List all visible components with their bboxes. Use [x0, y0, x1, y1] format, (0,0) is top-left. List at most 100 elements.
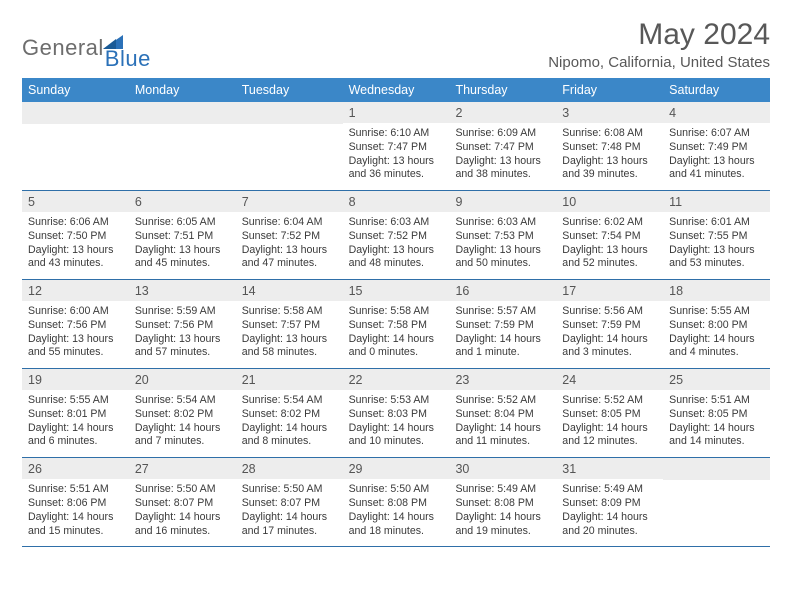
- day-cell: [236, 102, 343, 190]
- day-number: 11: [663, 191, 770, 212]
- day-number: 30: [449, 458, 556, 479]
- day-number: 2: [449, 102, 556, 123]
- day-number: 17: [556, 280, 663, 301]
- day-number: 24: [556, 369, 663, 390]
- day-cell: 28Sunrise: 5:50 AMSunset: 8:07 PMDayligh…: [236, 458, 343, 546]
- day-number: 9: [449, 191, 556, 212]
- day-number: 12: [22, 280, 129, 301]
- day-number: 15: [343, 280, 450, 301]
- day-body: Sunrise: 5:58 AMSunset: 7:57 PMDaylight:…: [236, 301, 343, 368]
- day-cell: 11Sunrise: 6:01 AMSunset: 7:55 PMDayligh…: [663, 191, 770, 279]
- day-body: Sunrise: 6:00 AMSunset: 7:56 PMDaylight:…: [22, 301, 129, 368]
- day-body: Sunrise: 5:53 AMSunset: 8:03 PMDaylight:…: [343, 390, 450, 457]
- weekday-header: Monday: [129, 78, 236, 102]
- day-body: Sunrise: 5:50 AMSunset: 8:07 PMDaylight:…: [236, 479, 343, 546]
- day-body: Sunrise: 5:56 AMSunset: 7:59 PMDaylight:…: [556, 301, 663, 368]
- month-title: May 2024: [548, 18, 770, 52]
- day-number: 1: [343, 102, 450, 123]
- day-body: Sunrise: 6:06 AMSunset: 7:50 PMDaylight:…: [22, 212, 129, 279]
- day-body: Sunrise: 6:10 AMSunset: 7:47 PMDaylight:…: [343, 123, 450, 190]
- day-cell: 9Sunrise: 6:03 AMSunset: 7:53 PMDaylight…: [449, 191, 556, 279]
- day-cell: 23Sunrise: 5:52 AMSunset: 8:04 PMDayligh…: [449, 369, 556, 457]
- day-body: Sunrise: 6:07 AMSunset: 7:49 PMDaylight:…: [663, 123, 770, 190]
- week-row: 26Sunrise: 5:51 AMSunset: 8:06 PMDayligh…: [22, 458, 770, 547]
- day-number: 16: [449, 280, 556, 301]
- day-cell: 25Sunrise: 5:51 AMSunset: 8:05 PMDayligh…: [663, 369, 770, 457]
- day-body: Sunrise: 5:55 AMSunset: 8:01 PMDaylight:…: [22, 390, 129, 457]
- day-body: Sunrise: 5:57 AMSunset: 7:59 PMDaylight:…: [449, 301, 556, 368]
- day-cell: 2Sunrise: 6:09 AMSunset: 7:47 PMDaylight…: [449, 102, 556, 190]
- day-body: Sunrise: 5:50 AMSunset: 8:08 PMDaylight:…: [343, 479, 450, 546]
- day-body: Sunrise: 5:54 AMSunset: 8:02 PMDaylight:…: [129, 390, 236, 457]
- weekday-header: Thursday: [449, 78, 556, 102]
- day-number: [236, 102, 343, 124]
- day-body: Sunrise: 5:51 AMSunset: 8:06 PMDaylight:…: [22, 479, 129, 546]
- day-number: [663, 458, 770, 480]
- day-number: 25: [663, 369, 770, 390]
- day-cell: 4Sunrise: 6:07 AMSunset: 7:49 PMDaylight…: [663, 102, 770, 190]
- day-cell: 14Sunrise: 5:58 AMSunset: 7:57 PMDayligh…: [236, 280, 343, 368]
- day-cell: [129, 102, 236, 190]
- day-body: Sunrise: 6:02 AMSunset: 7:54 PMDaylight:…: [556, 212, 663, 279]
- day-cell: 7Sunrise: 6:04 AMSunset: 7:52 PMDaylight…: [236, 191, 343, 279]
- day-number: 28: [236, 458, 343, 479]
- day-number: [129, 102, 236, 124]
- day-cell: 3Sunrise: 6:08 AMSunset: 7:48 PMDaylight…: [556, 102, 663, 190]
- day-body: Sunrise: 6:01 AMSunset: 7:55 PMDaylight:…: [663, 212, 770, 279]
- day-body: Sunrise: 5:52 AMSunset: 8:05 PMDaylight:…: [556, 390, 663, 457]
- day-body: [236, 124, 343, 184]
- day-cell: 22Sunrise: 5:53 AMSunset: 8:03 PMDayligh…: [343, 369, 450, 457]
- calendar-body: 1Sunrise: 6:10 AMSunset: 7:47 PMDaylight…: [22, 102, 770, 547]
- day-number: 5: [22, 191, 129, 212]
- day-body: Sunrise: 5:49 AMSunset: 8:09 PMDaylight:…: [556, 479, 663, 546]
- weekday-header: Wednesday: [343, 78, 450, 102]
- day-cell: 15Sunrise: 5:58 AMSunset: 7:58 PMDayligh…: [343, 280, 450, 368]
- day-cell: 29Sunrise: 5:50 AMSunset: 8:08 PMDayligh…: [343, 458, 450, 546]
- day-cell: [663, 458, 770, 546]
- calendar: SundayMondayTuesdayWednesdayThursdayFrid…: [22, 78, 770, 547]
- day-body: Sunrise: 6:08 AMSunset: 7:48 PMDaylight:…: [556, 123, 663, 190]
- day-number: 22: [343, 369, 450, 390]
- logo: General Blue: [22, 18, 151, 72]
- day-body: [129, 124, 236, 184]
- day-number: 10: [556, 191, 663, 212]
- day-body: Sunrise: 5:49 AMSunset: 8:08 PMDaylight:…: [449, 479, 556, 546]
- day-number: 4: [663, 102, 770, 123]
- day-number: 21: [236, 369, 343, 390]
- week-row: 12Sunrise: 6:00 AMSunset: 7:56 PMDayligh…: [22, 280, 770, 369]
- day-cell: 12Sunrise: 6:00 AMSunset: 7:56 PMDayligh…: [22, 280, 129, 368]
- day-body: Sunrise: 6:05 AMSunset: 7:51 PMDaylight:…: [129, 212, 236, 279]
- day-number: [22, 102, 129, 124]
- location-text: Nipomo, California, United States: [548, 54, 770, 71]
- day-cell: 20Sunrise: 5:54 AMSunset: 8:02 PMDayligh…: [129, 369, 236, 457]
- day-number: 19: [22, 369, 129, 390]
- week-row: 1Sunrise: 6:10 AMSunset: 7:47 PMDaylight…: [22, 102, 770, 191]
- day-cell: [22, 102, 129, 190]
- day-body: Sunrise: 5:51 AMSunset: 8:05 PMDaylight:…: [663, 390, 770, 457]
- day-cell: 1Sunrise: 6:10 AMSunset: 7:47 PMDaylight…: [343, 102, 450, 190]
- logo-general-text: General: [22, 35, 104, 60]
- day-cell: 21Sunrise: 5:54 AMSunset: 8:02 PMDayligh…: [236, 369, 343, 457]
- day-body: Sunrise: 6:04 AMSunset: 7:52 PMDaylight:…: [236, 212, 343, 279]
- day-body: Sunrise: 6:09 AMSunset: 7:47 PMDaylight:…: [449, 123, 556, 190]
- weekday-header: Friday: [556, 78, 663, 102]
- weekday-header-row: SundayMondayTuesdayWednesdayThursdayFrid…: [22, 78, 770, 102]
- day-body: Sunrise: 5:55 AMSunset: 8:00 PMDaylight:…: [663, 301, 770, 368]
- day-body: Sunrise: 6:03 AMSunset: 7:53 PMDaylight:…: [449, 212, 556, 279]
- day-cell: 13Sunrise: 5:59 AMSunset: 7:56 PMDayligh…: [129, 280, 236, 368]
- day-number: 31: [556, 458, 663, 479]
- week-row: 5Sunrise: 6:06 AMSunset: 7:50 PMDaylight…: [22, 191, 770, 280]
- day-number: 23: [449, 369, 556, 390]
- day-number: 13: [129, 280, 236, 301]
- day-number: 27: [129, 458, 236, 479]
- day-body: Sunrise: 5:59 AMSunset: 7:56 PMDaylight:…: [129, 301, 236, 368]
- day-number: 8: [343, 191, 450, 212]
- day-cell: 17Sunrise: 5:56 AMSunset: 7:59 PMDayligh…: [556, 280, 663, 368]
- day-body: Sunrise: 6:03 AMSunset: 7:52 PMDaylight:…: [343, 212, 450, 279]
- week-row: 19Sunrise: 5:55 AMSunset: 8:01 PMDayligh…: [22, 369, 770, 458]
- weekday-header: Tuesday: [236, 78, 343, 102]
- day-body: Sunrise: 5:50 AMSunset: 8:07 PMDaylight:…: [129, 479, 236, 546]
- day-cell: 27Sunrise: 5:50 AMSunset: 8:07 PMDayligh…: [129, 458, 236, 546]
- day-cell: 6Sunrise: 6:05 AMSunset: 7:51 PMDaylight…: [129, 191, 236, 279]
- day-number: 20: [129, 369, 236, 390]
